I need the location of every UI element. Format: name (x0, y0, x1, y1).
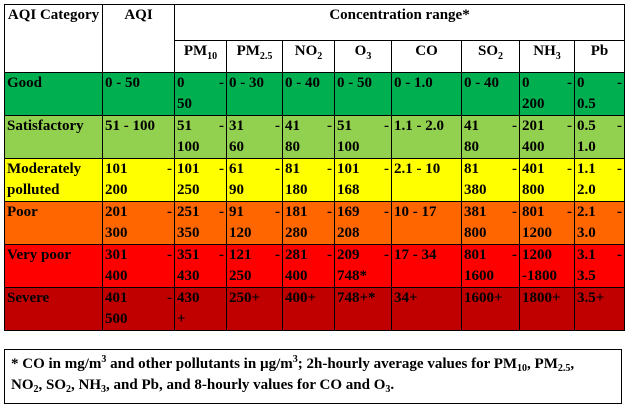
footnote-line-1: * CO in mg/m3 and other pollutants in µg… (11, 354, 575, 374)
concentration-cell: 401-800 (519, 158, 575, 202)
concentration-cell: 41-80 (282, 115, 335, 159)
header-row-1: AQI Category AQI Concentration range* (4, 4, 626, 73)
header-pollutant: SO2 (461, 40, 520, 73)
concentration-cell: 0 - 1.0 (391, 72, 462, 116)
concentration-cell: 2.1-3.0 (573, 201, 626, 245)
concentration-cell: 2.1 - 10 (391, 158, 462, 202)
header-aqi: AQI (102, 4, 175, 73)
concentration-cell: 1600+ (461, 287, 520, 331)
concentration-cell: 51-100 (174, 115, 227, 159)
header-pollutant: Pb (573, 40, 626, 73)
concentration-cell: 181-280 (282, 201, 335, 245)
header-pollutant: CO (391, 40, 462, 73)
concentration-cell: 61-90 (226, 158, 283, 202)
concentration-cell: 81-380 (461, 158, 520, 202)
concentration-cell: 0 - 40 (282, 72, 335, 116)
category-cell: Satisfactory (4, 115, 103, 159)
aqi-range-cell: 401-500 (102, 287, 175, 331)
concentration-cell: 1.1-2.0 (573, 158, 626, 202)
concentration-cell: 34+ (391, 287, 462, 331)
concentration-cell: 0-50 (174, 72, 227, 116)
concentration-cell: 1200 -1800 (519, 244, 575, 288)
concentration-cell: 801-1600 (461, 244, 520, 288)
header-pollutant: NO2 (282, 40, 335, 73)
concentration-cell: 91-120 (226, 201, 283, 245)
concentration-cell: 31-60 (226, 115, 283, 159)
aqi-range-cell: 0 - 50 (102, 72, 175, 116)
aqi-range-cell: 51 - 100 (102, 115, 175, 159)
concentration-cell: 1.1 - 2.0 (391, 115, 462, 159)
footnote-line-2: NO2, SO2, NH3, and Pb, and 8-hourly valu… (11, 377, 395, 395)
header-pollutant: NH3 (519, 40, 575, 73)
aqi-table: AQI Category AQI Concentration range* PM… (4, 4, 626, 331)
aqi-row: Poor 201-300 251-350 91-120 181-280 169-208 10… (4, 201, 626, 245)
footnote: * CO in mg/m3 and other pollutants in µg… (4, 349, 622, 404)
concentration-cell: 251-350 (174, 201, 227, 245)
concentration-cell: 801-1200 (519, 201, 575, 245)
concentration-cell: 351-430 (174, 244, 227, 288)
concentration-cell: 0.5-1.0 (573, 115, 626, 159)
aqi-row: Severe 401-500 430 +250+ 400+ 748+* 34+ 1600+ 18… (4, 287, 626, 331)
concentration-cell: 400+ (282, 287, 335, 331)
concentration-cell: 169-208 (334, 201, 392, 245)
header-pollutant: PM2.5 (226, 40, 283, 73)
concentration-cell: 17 - 34 (391, 244, 462, 288)
concentration-cell: 81-180 (282, 158, 335, 202)
aqi-range-cell: 301-400 (102, 244, 175, 288)
concentration-cell: 381-800 (461, 201, 520, 245)
concentration-cell: 121-250 (226, 244, 283, 288)
concentration-cell: 3.1-3.5 (573, 244, 626, 288)
concentration-cell: 201-400 (519, 115, 575, 159)
concentration-cell: 0 - 40 (461, 72, 520, 116)
concentration-cell: 51-100 (334, 115, 392, 159)
category-cell: Severe (4, 287, 103, 331)
aqi-row: Good 0 - 50 0-50 0 - 30 0 - 40 0 - 50 0 - 1.0 0… (4, 72, 626, 116)
concentration-cell: 41-80 (461, 115, 520, 159)
aqi-row: Moderately polluted 101-200 101-250 61-90 81… (4, 158, 626, 202)
category-cell: Very poor (4, 244, 103, 288)
category-cell: Good (4, 72, 103, 116)
concentration-cell: 0 - 30 (226, 72, 283, 116)
header-aqi-category: AQI Category (4, 4, 103, 73)
concentration-cell: 0-200 (519, 72, 575, 116)
header-row-2: PM10 PM2.5 NO2 O3 CO SO2 NH3 Pb (5, 40, 626, 73)
category-cell: Moderately polluted (4, 158, 103, 202)
concentration-cell: 430 + (174, 287, 227, 331)
header-concentration: Concentration range* (173, 4, 626, 41)
concentration-cell: 10 - 17 (391, 201, 462, 245)
category-cell: Poor (4, 201, 103, 245)
concentration-cell: 1800+ (519, 287, 575, 331)
aqi-range-cell: 101-200 (102, 158, 175, 202)
header-pollutant: PM10 (174, 40, 227, 73)
aqi-row: Satisfactory 51 - 100 51-100 31-60 41-80 51-1… (4, 115, 626, 159)
concentration-cell: 250+ (226, 287, 283, 331)
aqi-row: Very poor 301-400 351-430 121-250 281-400 209… (4, 244, 626, 288)
concentration-cell: 281-400 (282, 244, 335, 288)
concentration-cell: 209-748* (334, 244, 392, 288)
aqi-range-cell: 201-300 (102, 201, 175, 245)
concentration-cell: 0 - 50 (334, 72, 392, 116)
concentration-cell: 101-250 (174, 158, 227, 202)
concentration-cell: 0-0.5 (573, 72, 626, 116)
concentration-cell: 3.5+ (573, 287, 626, 331)
concentration-cell: 748+* (334, 287, 392, 331)
header-pollutant: O3 (334, 40, 392, 73)
concentration-cell: 101-168 (334, 158, 392, 202)
